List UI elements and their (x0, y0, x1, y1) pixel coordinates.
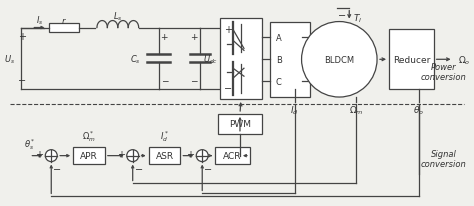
Text: −: − (338, 11, 346, 20)
Text: $\theta_o$: $\theta_o$ (413, 104, 424, 117)
Text: +: + (161, 33, 168, 42)
Bar (148, 147, 181, 164)
Text: −: − (161, 76, 168, 85)
Text: ASR: ASR (155, 151, 173, 160)
Text: Signal
conversion: Signal conversion (421, 149, 466, 169)
Text: −: − (190, 76, 197, 85)
Bar (270, 22, 310, 98)
Text: $\theta_s^*$: $\theta_s^*$ (24, 136, 35, 151)
Text: $\Omega_m$: $\Omega_m$ (349, 104, 364, 117)
Bar (220, 19, 262, 99)
Circle shape (127, 150, 139, 162)
Text: A: A (276, 34, 282, 43)
Text: B: B (276, 56, 282, 64)
Text: ACR: ACR (223, 151, 242, 160)
Text: $L_s$: $L_s$ (113, 10, 123, 23)
Text: Reducer: Reducer (392, 56, 430, 64)
Text: $I_s$: $I_s$ (36, 14, 43, 27)
Text: $\Omega_m^*$: $\Omega_m^*$ (82, 128, 96, 143)
Text: $U_s$: $U_s$ (4, 53, 16, 65)
Text: $C_s$: $C_s$ (130, 53, 141, 65)
Circle shape (196, 150, 208, 162)
Text: $U_{dc}$: $U_{dc}$ (203, 53, 218, 65)
Text: C: C (276, 77, 282, 86)
Text: $I_d$: $I_d$ (290, 104, 299, 117)
Text: +: + (117, 149, 125, 159)
Text: BLDCM: BLDCM (324, 56, 355, 64)
Bar (49, 23, 79, 33)
Bar (218, 114, 262, 134)
Text: +: + (186, 149, 194, 159)
Text: +: + (224, 25, 232, 34)
Text: Power
conversion: Power conversion (421, 62, 466, 82)
Text: $\Omega_o$: $\Omega_o$ (457, 54, 470, 66)
Text: −: − (18, 76, 27, 86)
Text: −: − (224, 84, 232, 94)
Text: −: − (204, 164, 212, 174)
Text: −: − (53, 164, 61, 174)
Bar (73, 147, 105, 164)
Text: PWM: PWM (229, 120, 251, 129)
Text: −: − (135, 164, 143, 174)
Text: +: + (35, 149, 43, 159)
Text: +: + (190, 33, 197, 42)
Text: $I_d^*$: $I_d^*$ (160, 128, 169, 143)
Circle shape (301, 22, 377, 98)
Bar (215, 147, 250, 164)
Circle shape (46, 150, 57, 162)
Text: $T_l$: $T_l$ (353, 13, 363, 25)
Text: APR: APR (80, 151, 98, 160)
Text: +: + (18, 32, 27, 42)
Bar (389, 30, 434, 90)
Text: $r$: $r$ (61, 15, 67, 25)
